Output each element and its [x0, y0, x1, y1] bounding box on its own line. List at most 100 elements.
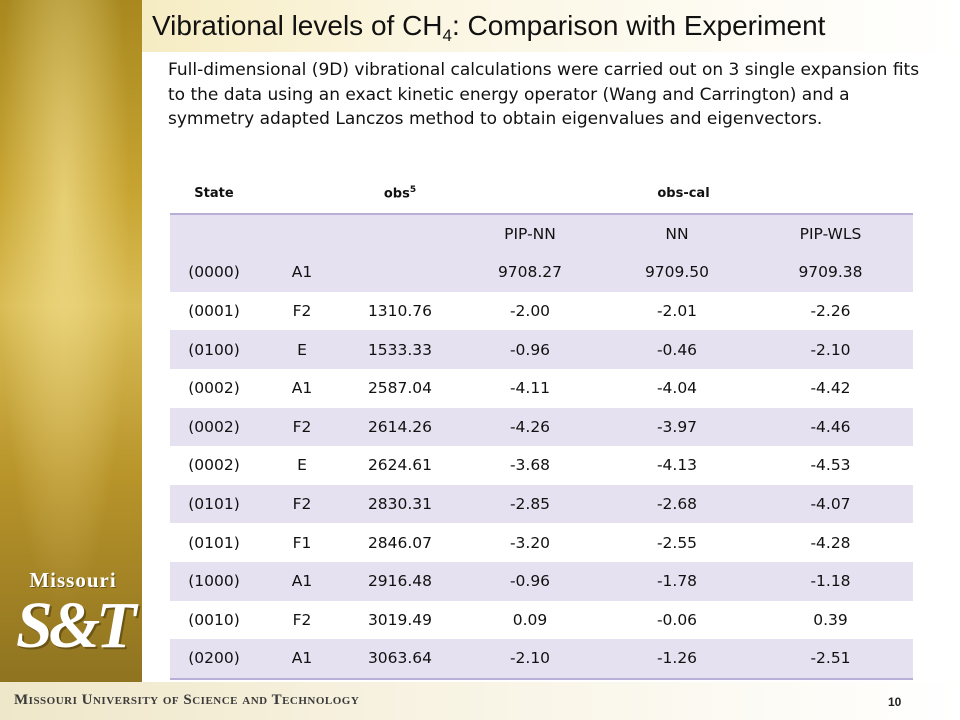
cell-sym: F1: [292, 533, 312, 552]
cell-state: (0101): [170, 484, 258, 524]
table-row: (0100) E 1533.33 -0.96 -0.46 -2.10: [170, 330, 913, 369]
cell-sym: E: [297, 456, 307, 475]
table-row: (0010) F2 3019.49 0.09 -0.06 0.39: [170, 601, 913, 640]
cell-obs: 2846.07: [367, 533, 433, 552]
cell-sym: F2: [258, 484, 346, 524]
cell-obs: 2830.31: [346, 484, 454, 524]
header-obs-label: obs: [383, 186, 410, 202]
cell-state: (0010): [188, 610, 240, 629]
title-band: [142, 0, 960, 52]
cell-nn: -1.26: [606, 639, 748, 680]
cell-pip-nn: -0.96: [454, 561, 606, 601]
table-subheader-row: PIP-NN NN PIP-WLS: [170, 213, 913, 254]
subheader-blank-1: [170, 213, 258, 254]
cell-pip-wls: -2.26: [810, 302, 851, 321]
cell-obs: 2614.26: [346, 407, 454, 447]
cell-pip-nn: -4.11: [509, 379, 551, 398]
cell-state: (0000): [170, 253, 258, 292]
intro-paragraph: Full-dimensional (9D) vibrational calcul…: [168, 60, 920, 129]
cell-state: (0100): [170, 330, 258, 369]
cell-pip-wls: -2.51: [748, 639, 913, 680]
subheader-blank-3: [346, 213, 454, 254]
decorative-gold-panel: [0, 0, 142, 682]
cell-state: (0002): [170, 407, 258, 447]
footer-bar: [0, 682, 960, 720]
logo-monogram: S&T: [16, 589, 136, 662]
table-row: (0001) F2 1310.76 -2.00 -2.01 -2.26: [170, 292, 913, 331]
vibrational-levels-table: State obs5 obs-cal PIP-NN NN PIP-WLS (00…: [170, 174, 913, 680]
cell-pip-nn: -3.20: [509, 533, 551, 552]
cell-sym: E: [258, 330, 346, 369]
subheader-pip-nn: PIP-NN: [454, 213, 606, 254]
university-logo: Missouri S&T: [16, 568, 136, 664]
cell-nn: -1.78: [606, 561, 748, 601]
cell-pip-wls: -4.46: [748, 407, 913, 447]
cell-pip-nn: -2.10: [454, 639, 606, 680]
cell-nn: -4.13: [656, 456, 698, 475]
cell-nn: -3.97: [606, 407, 748, 447]
cell-sym: A1: [258, 561, 346, 601]
cell-obs: 3019.49: [367, 610, 433, 629]
cell-sym: F2: [258, 407, 346, 447]
subheader-nn: NN: [606, 213, 748, 254]
cell-pip-wls: 0.39: [813, 610, 848, 629]
cell-pip-wls: -4.42: [810, 379, 851, 398]
table-row: (1000) A1 2916.48 -0.96 -1.78 -1.18: [170, 561, 913, 601]
cell-nn: -2.68: [606, 484, 748, 524]
cell-state: (0002): [188, 379, 240, 398]
cell-pip-nn: -2.00: [509, 302, 551, 321]
cell-obs: 2916.48: [346, 561, 454, 601]
cell-obs: 2624.61: [367, 456, 433, 475]
cell-nn: -2.55: [656, 533, 698, 552]
cell-pip-wls: -4.07: [748, 484, 913, 524]
logo-wordmark: Missouri: [29, 568, 117, 592]
cell-pip-wls: -2.10: [748, 330, 913, 369]
cell-pip-nn: -3.68: [509, 456, 551, 475]
title-subscript: 4: [442, 26, 452, 45]
table-row: (0002) A1 2587.04 -4.11 -4.04 -4.42: [170, 369, 913, 408]
table-row: (0002) F2 2614.26 -4.26 -3.97 -4.46: [170, 407, 913, 447]
cell-state: (0200): [170, 639, 258, 680]
title-rest: : Comparison with Experiment: [451, 10, 826, 41]
cell-pip-wls: 9709.38: [748, 253, 913, 292]
cell-pip-wls: -4.53: [810, 456, 851, 475]
header-state: State: [170, 174, 258, 215]
page-number: 10: [888, 695, 902, 709]
cell-pip-wls: -4.28: [810, 533, 851, 552]
table-row: (0101) F1 2846.07 -3.20 -2.55 -4.28: [170, 523, 913, 562]
table-row: (0200) A1 3063.64 -2.10 -1.26 -2.51: [170, 639, 913, 680]
cell-pip-nn: 9708.27: [454, 253, 606, 292]
cell-obs: [346, 253, 454, 292]
cell-sym: A1: [258, 639, 346, 680]
cell-obs: 1310.76: [367, 302, 433, 321]
table-row: (0002) E 2624.61 -3.68 -4.13 -4.53: [170, 446, 913, 485]
cell-sym: A1: [291, 379, 313, 398]
cell-sym: A1: [258, 253, 346, 292]
table-header-row: State obs5 obs-cal: [170, 174, 913, 215]
header-obs-cal: obs-cal: [454, 174, 913, 215]
cell-pip-wls: -1.18: [748, 561, 913, 601]
cell-nn: 9709.50: [606, 253, 748, 292]
subheader-blank-2: [258, 213, 346, 254]
header-obs-footnote: 5: [409, 185, 417, 196]
cell-pip-nn: -0.96: [454, 330, 606, 369]
cell-obs: 2587.04: [367, 379, 433, 398]
subheader-pip-wls: PIP-WLS: [748, 213, 913, 254]
cell-nn: -4.04: [656, 379, 698, 398]
slide-title: Vibrational levels of CH4: Comparison wi…: [152, 10, 952, 46]
cell-pip-nn: -4.26: [454, 407, 606, 447]
cell-sym: F2: [292, 302, 312, 321]
cell-pip-nn: -2.85: [454, 484, 606, 524]
cell-pip-nn: 0.09: [512, 610, 548, 629]
cell-state: (0002): [188, 456, 240, 475]
cell-nn: -0.06: [656, 610, 698, 629]
cell-nn: -0.46: [606, 330, 748, 369]
cell-obs: 3063.64: [346, 639, 454, 680]
cell-state: (0101): [188, 533, 240, 552]
cell-sym: F2: [292, 610, 312, 629]
table-row: (0000) A1 9708.27 9709.50 9709.38: [170, 253, 913, 292]
header-symmetry: [258, 174, 346, 215]
cell-nn: -2.01: [656, 302, 698, 321]
title-main: Vibrational levels of CH: [152, 10, 443, 41]
table-row: (0101) F2 2830.31 -2.85 -2.68 -4.07: [170, 484, 913, 524]
